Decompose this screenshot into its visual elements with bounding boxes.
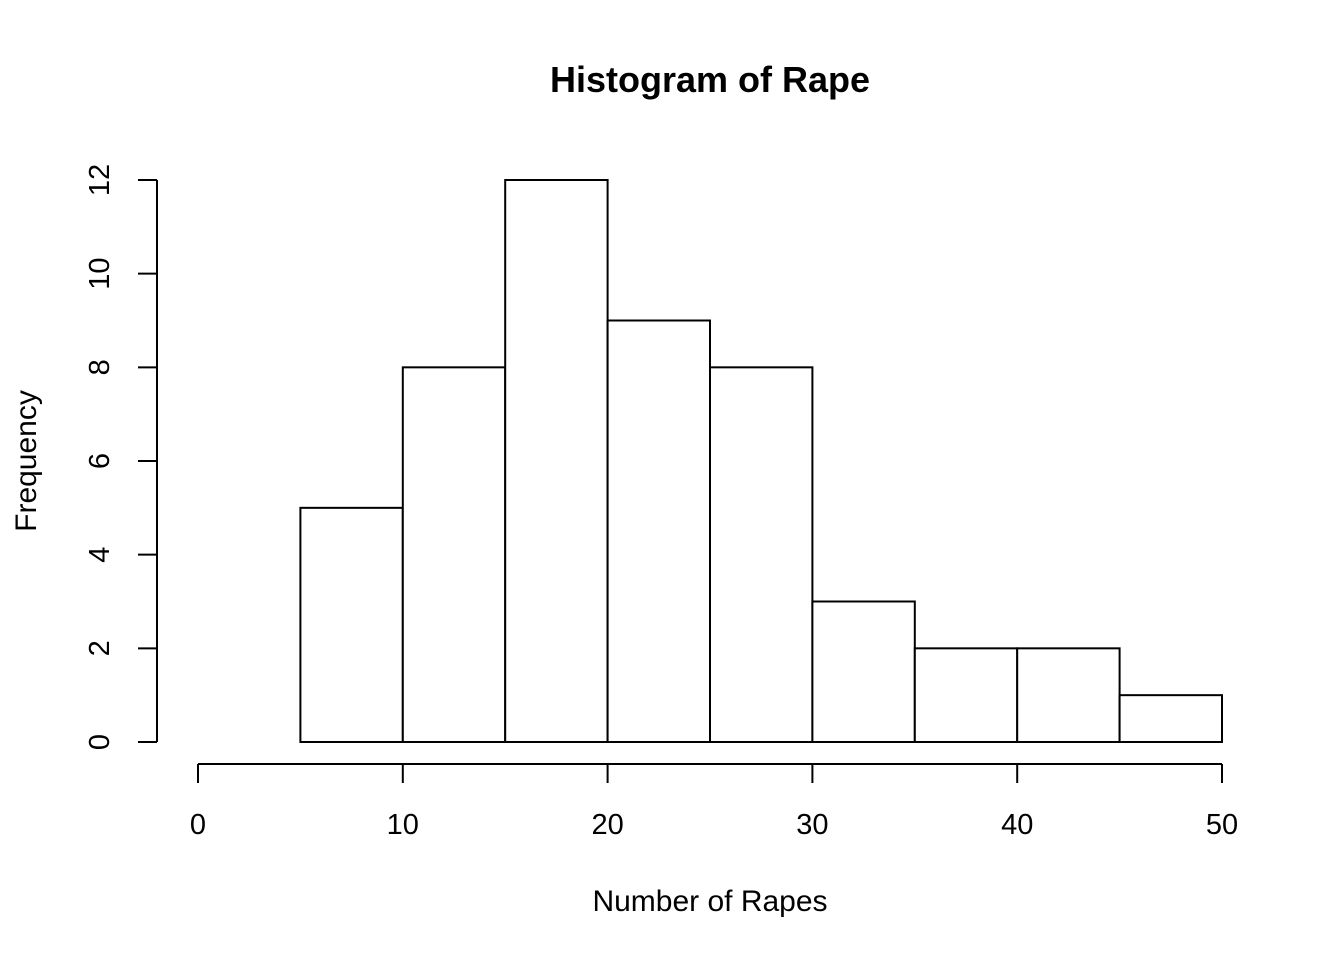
y-tick-label: 8	[84, 359, 116, 375]
x-tick-label: 40	[1001, 809, 1033, 841]
histogram-bar-9	[1118, 694, 1223, 744]
x-tick-label: 20	[591, 809, 623, 841]
histogram-bar-6	[811, 600, 916, 743]
y-tick-label: 2	[84, 640, 116, 656]
x-tick-label: 10	[387, 809, 419, 841]
x-tick-label: 0	[190, 809, 206, 841]
histogram-bar-3	[504, 179, 609, 743]
histogram-bar-8	[1016, 647, 1121, 743]
y-axis-label: Frequency	[10, 390, 43, 532]
y-tick-label: 0	[84, 734, 116, 750]
x-axis: 0 10 20 30 40 50	[190, 763, 1238, 841]
y-tick-label: 12	[84, 164, 116, 196]
chart-title: Histogram of Rape	[550, 59, 870, 100]
histogram-bar-5	[709, 366, 814, 743]
histogram-bar-4	[606, 319, 711, 743]
x-tick-label: 50	[1206, 809, 1238, 841]
y-axis: 0 2 4 6 8 10 12	[84, 164, 158, 750]
histogram-bar-2	[401, 366, 507, 743]
y-tick-label: 4	[84, 547, 116, 563]
histogram-bar-1	[299, 506, 404, 744]
x-tick-label: 30	[796, 809, 828, 841]
y-tick-label: 10	[84, 258, 116, 290]
bars-group	[299, 179, 1223, 744]
y-tick-label: 6	[84, 453, 116, 469]
histogram-bar-7	[913, 647, 1019, 743]
x-axis-label: Number of Rapes	[592, 885, 827, 918]
